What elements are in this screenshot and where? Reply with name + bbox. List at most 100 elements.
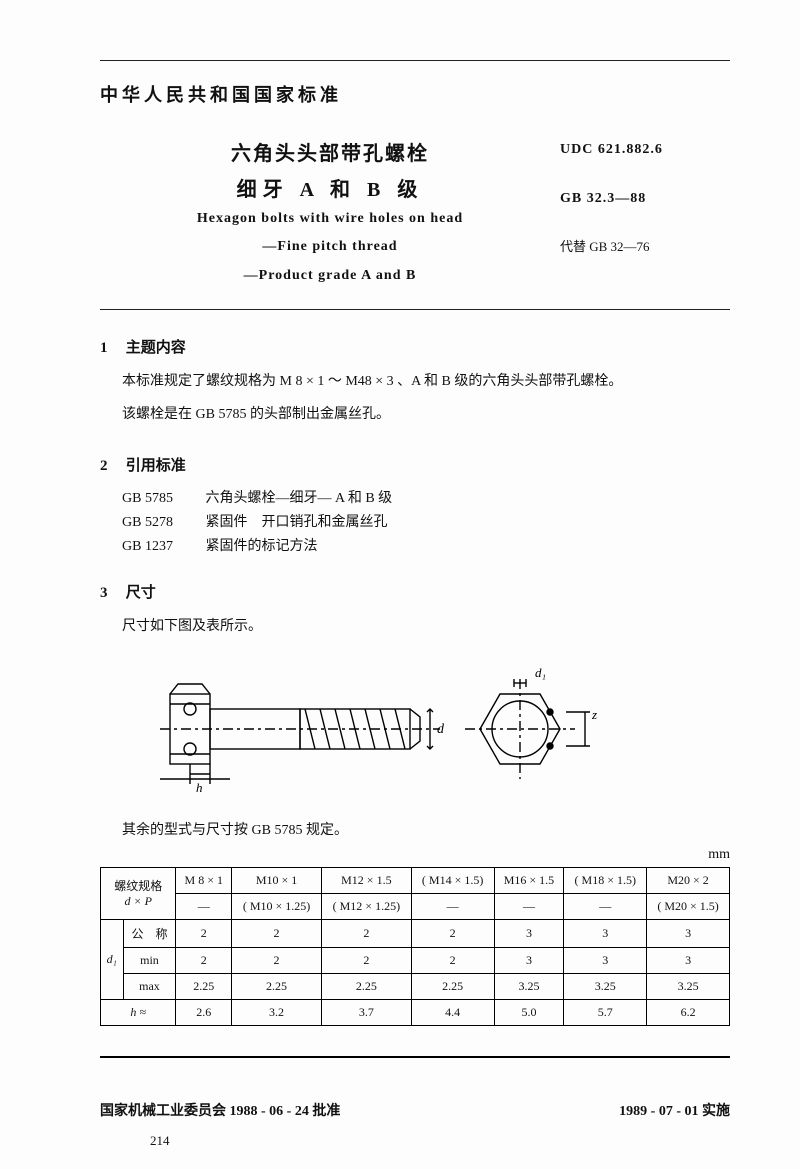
row-d1: d₁ bbox=[101, 919, 124, 999]
ref-code: GB 5278 bbox=[122, 515, 202, 531]
dimension-table: 螺纹规格 d × P M 8 × 1 M10 × 1 M12 × 1.5 ( M… bbox=[100, 867, 730, 1026]
table-cell: 5.7 bbox=[564, 999, 647, 1025]
row-nom: 公 称 bbox=[123, 919, 176, 947]
table-cell: ( M14 × 1.5) bbox=[411, 867, 494, 893]
section-1-p2: 该螺栓是在 GB 5785 的头部制出金属丝孔。 bbox=[122, 402, 730, 429]
table-cell: 3.25 bbox=[647, 973, 730, 999]
table-cell: 2.25 bbox=[176, 973, 232, 999]
ref-text: 紧固件的标记方法 bbox=[206, 539, 318, 554]
table-row: d₁ 公 称 2 2 2 2 3 3 3 bbox=[101, 919, 730, 947]
table-cell: 3.25 bbox=[494, 973, 564, 999]
th-spec: 螺纹规格 d × P bbox=[101, 867, 176, 919]
section-1-p1: 本标准规定了螺纹规格为 M 8 × 1 ～ M48 × 3 、A 和 B 级的六… bbox=[122, 369, 730, 396]
table-cell: 3 bbox=[494, 919, 564, 947]
section-1: 1 主题内容 本标准规定了螺纹规格为 M 8 × 1 ～ M48 × 3 、A … bbox=[100, 336, 730, 428]
table-cell: 3.7 bbox=[321, 999, 411, 1025]
section-1-title: 主题内容 bbox=[126, 340, 186, 356]
row-max: max bbox=[123, 973, 176, 999]
row-h: h ≈ bbox=[101, 999, 176, 1025]
table-cell: 2.25 bbox=[232, 973, 322, 999]
ref-code: GB 5785 bbox=[122, 491, 202, 507]
ref-line: GB 5278 紧固件 开口销孔和金属丝孔 bbox=[122, 511, 730, 531]
table-row: min 2 2 2 2 3 3 3 bbox=[101, 947, 730, 973]
ref-code: GB 1237 bbox=[122, 539, 202, 555]
section-3-title: 尺寸 bbox=[126, 585, 156, 601]
table-cell: 3 bbox=[494, 947, 564, 973]
table-cell: 2 bbox=[411, 947, 494, 973]
document-page: 中华人民共和国国家标准 六角头头部带孔螺栓 细牙 A 和 B 级 Hexagon… bbox=[0, 0, 800, 1169]
title-en-1: Hexagon bolts with wire holes on head bbox=[100, 208, 560, 230]
header-bottom-rule bbox=[100, 309, 730, 310]
z-label: z bbox=[591, 707, 597, 722]
table-cell: M20 × 2 bbox=[647, 867, 730, 893]
table-cell: 5.0 bbox=[494, 999, 564, 1025]
title-en-3: —Product grade A and B bbox=[100, 265, 560, 287]
section-3-heading: 3 尺寸 bbox=[100, 581, 730, 602]
table-row: — ( M10 × 1.25) ( M12 × 1.25) — — — ( M2… bbox=[101, 893, 730, 919]
table-cell: — bbox=[411, 893, 494, 919]
section-2-title: 引用标准 bbox=[126, 458, 186, 474]
table-cell: 3.25 bbox=[564, 973, 647, 999]
replaces: 代替 GB 32—76 bbox=[560, 233, 730, 262]
table-cell: 3 bbox=[564, 947, 647, 973]
row-min: min bbox=[123, 947, 176, 973]
table-cell: 2 bbox=[411, 919, 494, 947]
section-2: 2 引用标准 GB 5785 六角头螺栓—细牙— A 和 B 级 GB 5278… bbox=[100, 454, 730, 555]
table-row: h ≈ 2.6 3.2 3.7 4.4 5.0 5.7 6.2 bbox=[101, 999, 730, 1025]
table-cell: 2.6 bbox=[176, 999, 232, 1025]
implement-text: 1989 - 07 - 01 实施 bbox=[619, 1100, 730, 1120]
table-cell: 2 bbox=[232, 919, 322, 947]
section-2-heading: 2 引用标准 bbox=[100, 454, 730, 475]
table-row: max 2.25 2.25 2.25 2.25 3.25 3.25 3.25 bbox=[101, 973, 730, 999]
table-cell: 2 bbox=[176, 947, 232, 973]
bolt-figure: d h bbox=[140, 659, 730, 809]
table-cell: M10 × 1 bbox=[232, 867, 322, 893]
table-cell: M16 × 1.5 bbox=[494, 867, 564, 893]
table-cell: 2 bbox=[321, 947, 411, 973]
section-3-num: 3 bbox=[100, 585, 122, 602]
title-zh-1: 六角头头部带孔螺栓 bbox=[100, 135, 560, 173]
gb-number: GB 32.3—88 bbox=[560, 184, 730, 215]
table-cell: — bbox=[176, 893, 232, 919]
d-label: d bbox=[437, 722, 445, 737]
table-cell: 3 bbox=[564, 919, 647, 947]
ref-line: GB 5785 六角头螺栓—细牙— A 和 B 级 bbox=[122, 487, 730, 507]
table-cell: 2 bbox=[321, 919, 411, 947]
unit-label: mm bbox=[100, 847, 730, 863]
udc-code: UDC 621.882.6 bbox=[560, 135, 730, 166]
bolt-svg-icon: d h bbox=[140, 659, 660, 809]
ref-text: 六角头螺栓—细牙— A 和 B 级 bbox=[206, 491, 393, 506]
table-cell: 2 bbox=[232, 947, 322, 973]
header-block: 中华人民共和国国家标准 六角头头部带孔螺栓 细牙 A 和 B 级 Hexagon… bbox=[100, 81, 730, 287]
title-right: UDC 621.882.6 GB 32.3—88 代替 GB 32—76 bbox=[560, 135, 730, 287]
section-3-note: 其余的型式与尺寸按 GB 5785 规定。 bbox=[122, 819, 730, 839]
table-cell: 3 bbox=[647, 919, 730, 947]
country-standard-title: 中华人民共和国国家标准 bbox=[100, 81, 730, 107]
table-cell: 3.2 bbox=[232, 999, 322, 1025]
section-3: 3 尺寸 尺寸如下图及表所示。 bbox=[100, 581, 730, 1026]
table-cell: ( M18 × 1.5) bbox=[564, 867, 647, 893]
table-cell: M12 × 1.5 bbox=[321, 867, 411, 893]
section-1-num: 1 bbox=[100, 340, 122, 357]
table-cell: ( M20 × 1.5) bbox=[647, 893, 730, 919]
table-row: 螺纹规格 d × P M 8 × 1 M10 × 1 M12 × 1.5 ( M… bbox=[101, 867, 730, 893]
table-cell: 2.25 bbox=[321, 973, 411, 999]
title-left: 六角头头部带孔螺栓 细牙 A 和 B 级 Hexagon bolts with … bbox=[100, 135, 560, 287]
title-zh-2: 细牙 A 和 B 级 bbox=[100, 173, 560, 202]
table-cell: — bbox=[564, 893, 647, 919]
table-cell: — bbox=[494, 893, 564, 919]
table-cell: 6.2 bbox=[647, 999, 730, 1025]
ref-text: 紧固件 开口销孔和金属丝孔 bbox=[206, 515, 388, 530]
page-number: 214 bbox=[150, 1133, 170, 1149]
section-3-p1: 尺寸如下图及表所示。 bbox=[122, 614, 730, 641]
title-en-2: —Fine pitch thread bbox=[100, 236, 560, 258]
table-cell: 4.4 bbox=[411, 999, 494, 1025]
section-1-heading: 1 主题内容 bbox=[100, 336, 730, 357]
table-cell: M 8 × 1 bbox=[176, 867, 232, 893]
footer: 国家机械工业委员会 1988 - 06 - 24 批准 1989 - 07 - … bbox=[100, 1100, 730, 1120]
d1-label: d₁ bbox=[535, 665, 546, 680]
table-cell: 3 bbox=[647, 947, 730, 973]
ref-line: GB 1237 紧固件的标记方法 bbox=[122, 535, 730, 555]
table-cell: 2.25 bbox=[411, 973, 494, 999]
table-cell: ( M10 × 1.25) bbox=[232, 893, 322, 919]
